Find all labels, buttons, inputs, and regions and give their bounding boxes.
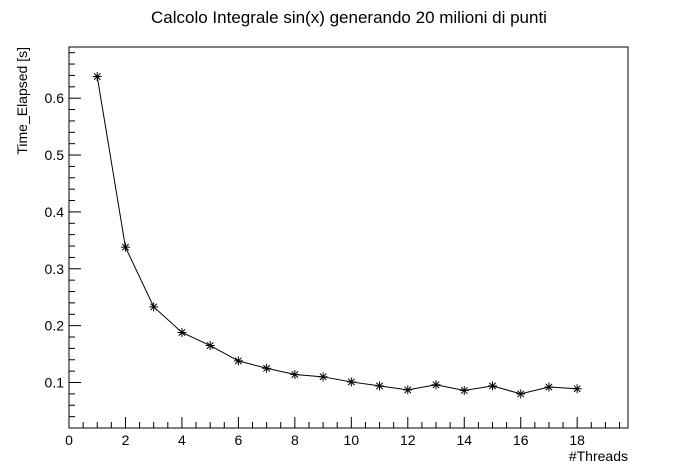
y-tick-label: 0.2 [45,318,65,334]
data-point [177,327,187,337]
x-tick-label: 18 [569,432,585,448]
data-point [375,381,385,391]
x-tick-label: 12 [400,432,416,448]
data-point [403,385,413,395]
x-tick-label: 14 [456,432,472,448]
x-tick-label: 2 [122,432,130,448]
series-layer [92,72,582,399]
data-point [262,363,272,373]
data-point [233,356,243,366]
plot-frame [68,46,629,429]
axes: 0 2 4 6 8 10 12 14 16 18 0.1 0.2 0.3 0.4 0.5 0.6 [45,52,621,448]
data-point [346,377,356,387]
data-point [205,341,215,351]
data-point [318,372,328,382]
y-tick-label: 0.1 [45,375,65,391]
data-point [516,389,526,399]
y-tick-label: 0.3 [45,261,65,277]
x-tick-label: 0 [65,432,73,448]
x-tick-label: 6 [234,432,242,448]
data-point [544,382,554,392]
y-tick-label: 0.6 [45,90,65,106]
x-axis-label: #Threads [569,448,628,464]
data-point [120,242,130,252]
y-tick-label: 0.4 [45,204,65,220]
y-axis-label: Time_Elapsed [s] [14,47,30,155]
x-tick-label: 16 [513,432,529,448]
x-tick-label: 4 [178,432,186,448]
series-line [96,76,578,395]
chart-title: Calcolo Integrale sin(x) generando 20 mi… [151,8,547,27]
x-tick-label: 8 [291,432,299,448]
data-point [459,385,469,395]
data-point [290,370,300,380]
data-point [92,72,102,82]
y-tick-label: 0.5 [45,147,65,163]
x-tick-label: 10 [344,432,360,448]
data-point [431,380,441,390]
data-point [572,384,582,394]
data-point [487,381,497,391]
data-point [149,302,159,312]
